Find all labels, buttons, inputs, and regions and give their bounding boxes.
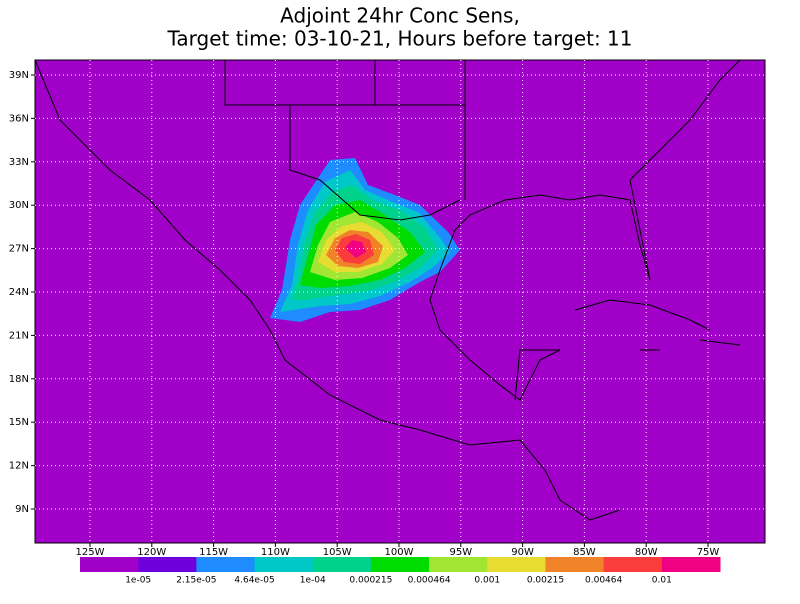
colorbar-label: 0.000464 [408,576,451,586]
lat-label: 33N [9,157,29,168]
colorbar-swatch [487,557,546,572]
lat-label: 27N [9,244,29,255]
coastline [429,229,561,401]
coastlines [34,59,741,521]
lat-label: 15N [9,417,29,428]
lon-label: 85W [573,547,596,558]
lon-label: 90W [511,547,534,558]
lon-label: 105W [323,547,352,558]
colorbar-label: 1e-05 [125,576,151,586]
lon-label: 125W [76,547,105,558]
colorbar-swatch [254,557,314,572]
colorbar-label: 0.000215 [349,576,392,586]
colorbar-swatch [661,557,721,572]
colorbar-label: 0.00215 [527,576,564,586]
colorbar-swatch [312,557,372,572]
lon-label: 115W [199,547,228,558]
borders [224,60,466,221]
lon-label: 110W [261,547,290,558]
sensitivity-field [270,158,460,322]
map-background [35,60,765,543]
colorbar-label: 4.64e-05 [234,576,274,586]
colorbar-swatch [196,557,256,572]
colorbar-label: 2.15e-05 [176,576,216,586]
colorbar-label: 1e-04 [300,576,326,586]
lat-label: 30N [9,200,29,211]
colorbar-label: 0.00464 [585,576,622,586]
colorbar-label: 0.001 [474,576,500,586]
lat-label: 12N [9,461,29,472]
coastline [34,59,621,521]
colorbar-label: 0.01 [652,576,672,586]
lon-label: 95W [449,547,472,558]
colorbar-swatch [138,557,197,572]
lat-label: 21N [9,330,29,341]
lon-label: 75W [697,547,720,558]
coastline [454,59,741,281]
colorbar-swatch [80,557,139,572]
lat-label: 18N [9,374,29,385]
title-line2: Target time: 03-10-21, Hours before targ… [166,27,632,51]
map-frame [34,59,766,544]
lat-label: 24N [9,287,29,298]
colorbar-swatch [370,557,430,572]
lat-label: 9N [15,504,29,515]
islands [574,299,741,351]
lat-label: 36N [9,113,29,124]
colorbar-swatch [603,557,663,572]
title-line1: Adjoint 24hr Conc Sens, [280,4,520,28]
lon-label: 100W [385,547,414,558]
lat-label: 39N [9,70,29,81]
lon-label: 120W [137,547,166,558]
colorbar-swatch [429,557,488,572]
colorbar-swatch [545,557,605,572]
lon-label: 80W [635,547,658,558]
